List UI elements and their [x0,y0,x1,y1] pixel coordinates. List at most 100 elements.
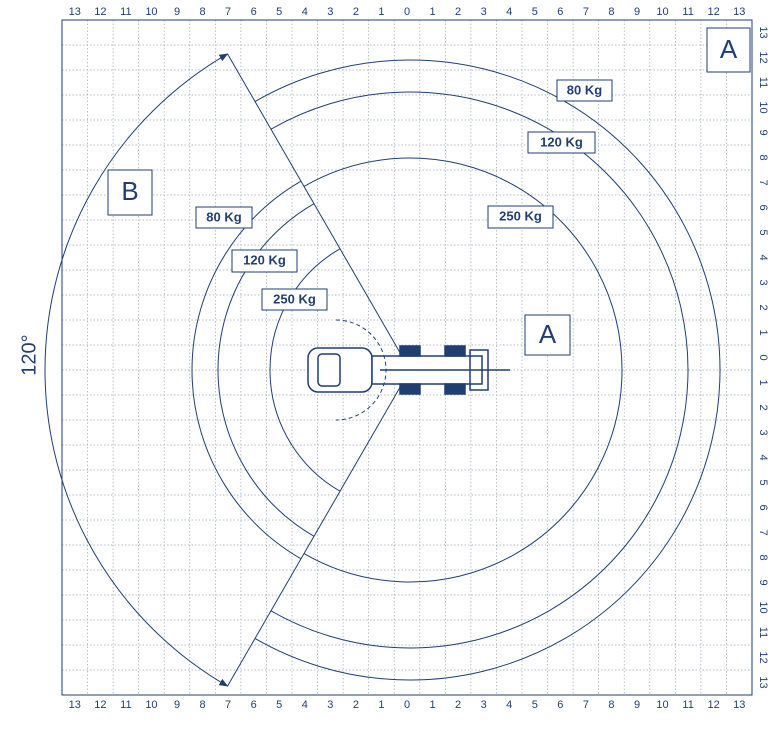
right-label: 3 [757,429,769,435]
bottom-label: 4 [302,699,308,711]
top-label: 12 [708,6,720,18]
right-label: 4 [757,454,769,460]
zone-label: A [539,319,557,349]
bottom-label: 1 [378,699,384,711]
arc-zone-a [303,157,623,583]
bottom-label: 8 [608,699,614,711]
arc-zone-a [270,91,689,649]
top-label: 11 [682,6,693,18]
right-label: 9 [757,129,769,135]
bottom-label: 2 [353,699,359,711]
bottom-label: 9 [634,699,640,711]
top-label: 7 [225,6,231,18]
bottom-label: 13 [733,699,745,711]
sector-line [227,53,411,371]
right-label: 11 [757,77,769,88]
top-label: 5 [276,6,282,18]
zone-label: A [720,34,738,64]
right-label: 8 [757,554,769,560]
bottom-label: 8 [199,699,205,711]
top-label: 11 [120,6,131,18]
bottom-label: 10 [656,699,668,711]
bottom-label: 9 [174,699,180,711]
right-label: 13 [757,26,769,38]
top-label: 6 [251,6,257,18]
bottom-label: 4 [506,699,512,711]
right-label: 1 [757,329,769,335]
top-label: 0 [404,6,410,18]
bottom-label: 13 [69,699,81,711]
bottom-label: 1 [429,699,435,711]
load-label: 250 Kg [273,291,316,306]
load-box [527,131,596,154]
zone-box [706,27,751,73]
top-label: 13 [733,6,745,18]
load-label: 80 Kg [206,209,241,224]
bottom-label: 2 [455,699,461,711]
top-label: 8 [199,6,205,18]
right-label: 12 [757,51,769,63]
load-label: 80 Kg [567,82,602,97]
sector-line [227,369,411,687]
top-label: 5 [532,6,538,18]
bottom-label: 5 [532,699,538,711]
right-label: 2 [757,404,769,410]
top-label: 10 [145,6,157,18]
top-label: 7 [583,6,589,18]
top-label: 8 [608,6,614,18]
bottom-label: 10 [145,699,157,711]
rotation-arc [44,53,229,371]
top-label: 9 [634,6,640,18]
right-label: 11 [757,627,769,638]
vehicle [307,319,510,421]
bottom-label: 0 [404,699,410,711]
right-label: 7 [757,179,769,185]
load-box [261,288,328,311]
bottom-label: 7 [583,699,589,711]
right-label: 1 [757,379,769,385]
top-label: 9 [174,6,180,18]
load-label: 120 Kg [243,252,286,267]
top-label: 1 [378,6,384,18]
bottom-label: 7 [225,699,231,711]
right-label: 6 [757,204,769,210]
bottom-label: 5 [276,699,282,711]
right-label: 4 [757,254,769,260]
bottom-label: 3 [327,699,333,711]
top-label: 13 [69,6,81,18]
bottom-label: 6 [557,699,563,711]
arc-zone-b [269,248,341,492]
top-label: 3 [481,6,487,18]
right-label: 7 [757,529,769,535]
bottom-label: 12 [708,699,720,711]
right-label: 13 [757,676,769,688]
load-box [556,79,613,102]
right-label: 8 [757,154,769,160]
zone-box [524,314,571,356]
rotation-angle: 120° [18,334,40,375]
zone-label: B [121,176,138,206]
bottom-label: 12 [94,699,106,711]
right-label: 0 [757,354,769,360]
top-label: 3 [327,6,333,18]
top-label: 6 [557,6,563,18]
top-label: 4 [302,6,308,18]
load-label: 120 Kg [540,134,583,149]
bottom-label: 11 [682,699,693,711]
right-label: 9 [757,579,769,585]
load-label: 250 Kg [499,208,542,223]
right-label: 10 [757,601,769,613]
rotation-arc [44,369,229,687]
top-label: 10 [656,6,668,18]
load-box [487,205,554,229]
arc-zone-a [254,59,721,681]
right-label: 5 [757,229,769,235]
zone-box [107,169,153,216]
top-label: 2 [455,6,461,18]
right-label: 5 [757,479,769,485]
top-label: 12 [94,6,106,18]
arc-zone-b [217,203,315,537]
frame [61,19,753,696]
grid [62,20,752,695]
